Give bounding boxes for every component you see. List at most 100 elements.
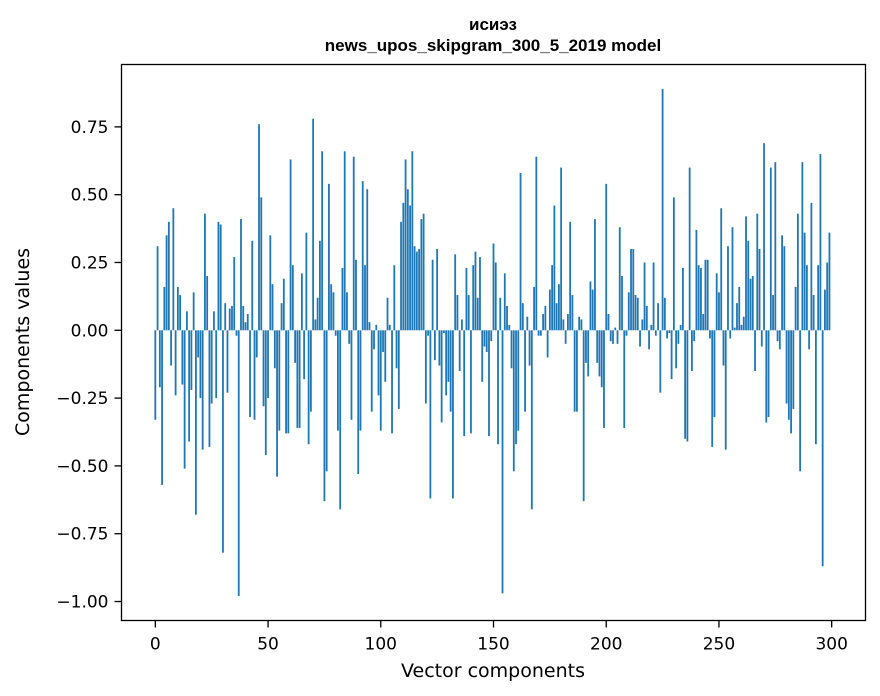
bar — [391, 330, 393, 434]
x-tick-label: 50 — [257, 635, 279, 655]
bar — [420, 219, 423, 331]
bar — [461, 319, 463, 331]
bar — [533, 286, 535, 331]
bar — [404, 159, 407, 331]
bar — [373, 330, 375, 350]
bar — [249, 330, 251, 418]
bar — [267, 330, 269, 399]
y-tick-label: 0.50 — [71, 186, 109, 206]
bar — [790, 330, 792, 434]
bar — [375, 324, 378, 331]
x-axis-label: Vector components — [401, 660, 585, 682]
bar — [276, 330, 278, 477]
bar — [156, 246, 159, 331]
bar — [630, 248, 632, 331]
bar — [397, 330, 400, 409]
bar — [210, 330, 213, 404]
bar — [185, 311, 188, 331]
bar-series — [154, 88, 831, 597]
bar — [253, 330, 256, 420]
bar — [179, 295, 182, 331]
bar — [826, 262, 829, 331]
bar — [796, 213, 799, 331]
bar — [616, 330, 619, 344]
bar — [411, 151, 414, 331]
bar — [551, 265, 554, 331]
x-tick-label: 100 — [365, 635, 397, 655]
bar — [264, 330, 267, 456]
bar — [603, 330, 605, 428]
bar — [330, 284, 333, 331]
bar — [740, 324, 743, 331]
bar — [704, 259, 707, 331]
bar — [580, 319, 583, 331]
bar — [783, 246, 786, 331]
bar — [688, 167, 691, 331]
bar — [483, 330, 486, 347]
bar — [607, 314, 610, 331]
bar — [366, 189, 369, 331]
bar — [206, 276, 209, 331]
bar — [560, 167, 563, 331]
bar — [668, 330, 671, 334]
bar — [217, 221, 220, 331]
bar — [429, 330, 432, 499]
bar — [222, 330, 224, 553]
bar — [751, 276, 754, 331]
bar — [785, 330, 788, 404]
bar — [337, 330, 339, 431]
bar — [458, 330, 461, 371]
bar — [325, 330, 328, 472]
bar — [711, 330, 714, 447]
bar — [767, 330, 770, 418]
bar — [170, 330, 172, 366]
bar — [364, 265, 366, 331]
bar — [174, 330, 177, 396]
bar — [368, 322, 371, 331]
bar — [792, 330, 795, 409]
x-tick-label: 0 — [150, 635, 161, 655]
bar — [280, 303, 283, 331]
bar — [821, 330, 824, 567]
bar — [548, 289, 551, 331]
bar — [431, 259, 434, 331]
bar — [612, 330, 614, 344]
bar — [215, 330, 218, 399]
bar — [648, 330, 650, 350]
bar — [176, 286, 179, 331]
bar — [199, 330, 202, 399]
bar — [294, 330, 296, 363]
bar — [452, 330, 454, 499]
bar — [443, 330, 445, 334]
bar — [422, 213, 425, 331]
bar — [772, 295, 774, 331]
bar — [598, 330, 601, 377]
bar — [758, 248, 761, 331]
bar — [537, 330, 540, 336]
bar — [508, 324, 511, 331]
bar — [745, 216, 747, 331]
bar — [273, 330, 276, 369]
bar — [700, 267, 702, 331]
bar — [433, 330, 436, 361]
bar — [204, 213, 206, 331]
bar — [596, 330, 599, 363]
bar — [492, 243, 495, 331]
bar — [718, 292, 720, 331]
bar — [625, 330, 628, 336]
y-tick-label: 0.25 — [71, 253, 109, 273]
bar — [465, 267, 468, 331]
bar — [506, 305, 508, 331]
bar — [713, 330, 716, 418]
bar — [355, 259, 357, 331]
bar — [386, 297, 389, 331]
bar — [736, 303, 738, 331]
bar — [684, 330, 687, 439]
bar — [652, 262, 655, 331]
bar — [693, 330, 696, 342]
bar — [415, 251, 418, 331]
bar — [172, 208, 175, 331]
bar — [382, 330, 384, 352]
bar — [181, 330, 184, 385]
